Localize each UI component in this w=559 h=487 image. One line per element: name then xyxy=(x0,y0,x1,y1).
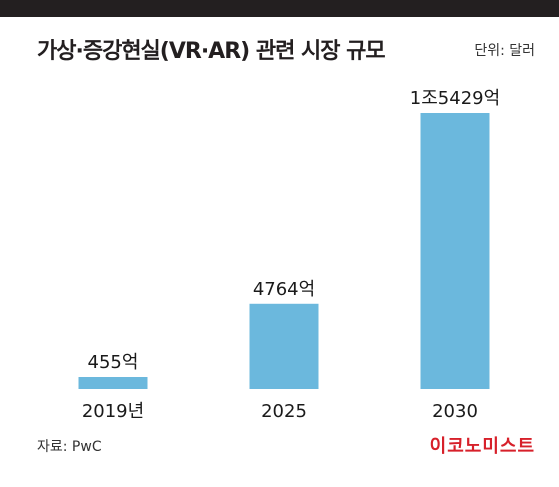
top-bar xyxy=(0,0,559,17)
x-tick-label-2: 2030 xyxy=(432,401,478,422)
bar-0 xyxy=(78,377,148,389)
unit-label: 단위: 달러 xyxy=(474,43,535,59)
data-label-1: 4764억 xyxy=(253,279,315,300)
data-label-2: 1조5429억 xyxy=(410,88,500,109)
chart-title: 가상·증강현실(VR·AR) 관련 시장 규모 xyxy=(37,39,386,64)
x-tick-label-1: 2025 xyxy=(261,401,307,422)
data-label-0: 455억 xyxy=(88,352,139,373)
bar-1 xyxy=(249,303,319,389)
source-label: 자료: PwC xyxy=(37,439,102,455)
x-tick-label-0: 2019년 xyxy=(82,401,144,422)
bar-2 xyxy=(420,113,490,389)
brand-logo: 이코노미스트 xyxy=(429,436,535,457)
